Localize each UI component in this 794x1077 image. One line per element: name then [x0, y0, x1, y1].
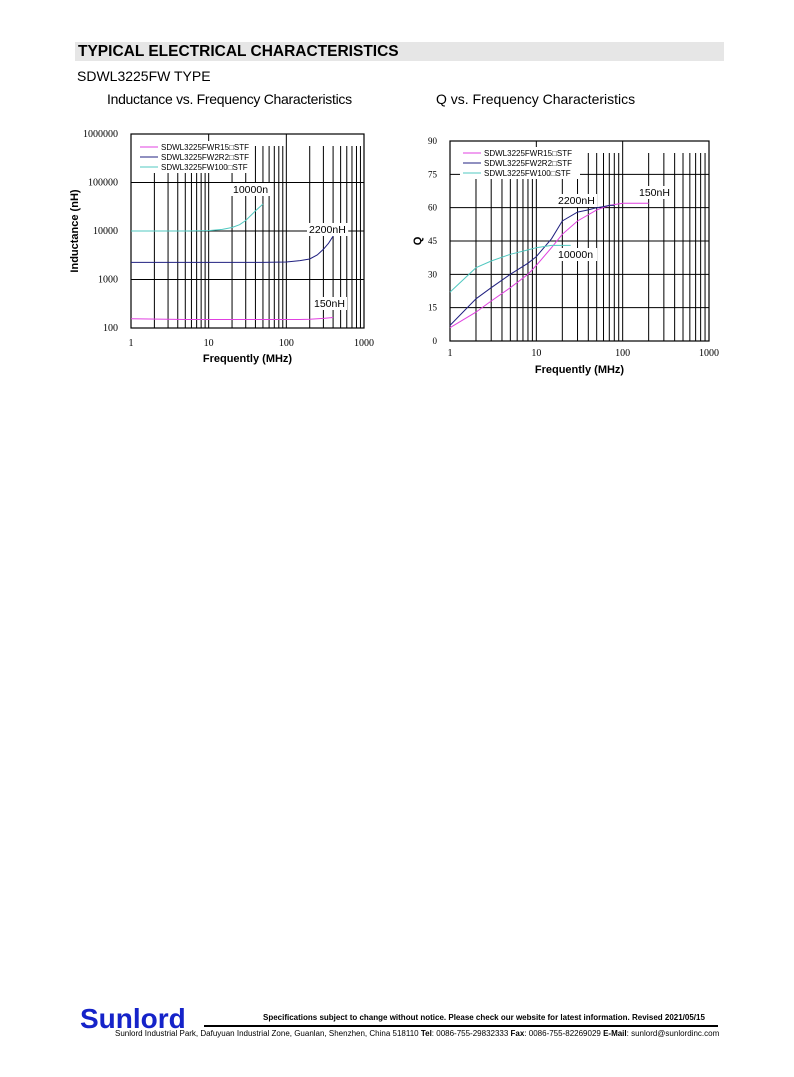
annotation-bg: [231, 183, 273, 196]
y-tick-label: 15: [428, 303, 438, 313]
y-tick-label: 90: [428, 136, 438, 146]
series-line-2: [449, 204, 615, 326]
legend-label: SDWL3225FWR15□STF: [161, 143, 249, 152]
series-line-1: [130, 317, 334, 320]
section-title: TYPICAL ELECTRICAL CHARACTERISTICS: [78, 43, 399, 60]
x-tick-label: 1000: [354, 338, 374, 349]
annotation-bg: [556, 194, 598, 207]
annotation-bg: [312, 297, 347, 310]
x-tick-label: 100: [279, 338, 294, 349]
annotation-bg: [307, 223, 349, 236]
footer-address: Sunlord Industrial Park, Dafuyuan Indust…: [115, 1029, 719, 1038]
footer-notice: Specifications subject to change without…: [263, 1013, 705, 1022]
legend-label: SDWL3225FW100□STF: [161, 163, 248, 172]
chart-1: 1 10 100 1000 100 1000 10000 100000 1000000 SDWL3…: [69, 129, 374, 365]
annotation-bg: [556, 248, 598, 261]
legend-label: SDWL3225FW2R2□STF: [161, 153, 249, 162]
y-tick-label: 1000: [98, 275, 118, 286]
x-tick-label: 1: [448, 348, 453, 359]
plot-frame: [449, 140, 710, 342]
fax-value: : 0086-755-82269029: [524, 1029, 604, 1038]
y-axis-label: Q: [412, 236, 424, 245]
x-tick-label: 100: [615, 348, 630, 359]
annotation-label: 10000n: [558, 249, 593, 261]
series-line-2: [131, 235, 334, 263]
x-tick-label: 1: [129, 338, 134, 349]
y-tick-label: 100000: [88, 178, 118, 189]
tel-label: Tel: [420, 1029, 432, 1038]
annotation-label: 2200nH: [558, 195, 595, 207]
chart-2: 1 10 100 1000 0 15 30 45 60 75 90 SDWL3225FWR15□STF…: [412, 136, 719, 376]
y-tick-label: 75: [428, 169, 438, 179]
y-axis-label: Inductance (nH): [69, 189, 81, 272]
email-value: : sunlord@sunlordinc.com: [626, 1029, 720, 1038]
sunlord-logo: Sunlord: [80, 1003, 186, 1034]
x-tick-label: 1000: [699, 348, 719, 359]
y-tick-label: 30: [428, 269, 438, 279]
y-tick-label: 45: [428, 236, 438, 246]
chart-title-inductance: Inductance vs. Frequency Characteristics: [107, 91, 352, 107]
email-label: E-Mail: [603, 1029, 627, 1038]
x-axis-label: Frequently (MHz): [203, 353, 293, 365]
legend-label: SDWL3225FWR15□STF: [484, 149, 572, 158]
series-line-3: [131, 203, 264, 232]
y-tick-label: 100: [103, 323, 118, 334]
annotation-bg: [637, 186, 672, 199]
fax-label: Fax: [510, 1029, 525, 1038]
annotation-label: 2200nH: [309, 224, 346, 236]
y-tick-label: 1000000: [83, 129, 118, 140]
y-tick-label: 0: [433, 336, 438, 346]
series-line-1: [449, 202, 649, 329]
series-line-3: [449, 244, 571, 293]
x-tick-label: 10: [204, 338, 214, 349]
annotation-label: 150nH: [314, 298, 345, 310]
legend-label: SDWL3225FW2R2□STF: [484, 159, 572, 168]
address-text: Sunlord Industrial Park, Dafuyuan Indust…: [115, 1029, 421, 1038]
annotation-label: 10000n: [233, 184, 268, 196]
type-label: SDWL3225FW TYPE: [77, 68, 211, 84]
x-axis-label: Frequently (MHz): [535, 364, 625, 376]
y-tick-label: 60: [428, 203, 438, 213]
footer-rule: [204, 1025, 718, 1027]
tel-value: : 0086-755-29832333: [431, 1029, 511, 1038]
chart-title-q: Q vs. Frequency Characteristics: [436, 91, 636, 107]
annotation-label: 150nH: [639, 187, 670, 199]
x-tick-label: 10: [531, 348, 541, 359]
y-tick-label: 10000: [93, 226, 118, 237]
legend-label: SDWL3225FW100□STF: [484, 169, 571, 178]
section-header-bar: [75, 42, 724, 61]
